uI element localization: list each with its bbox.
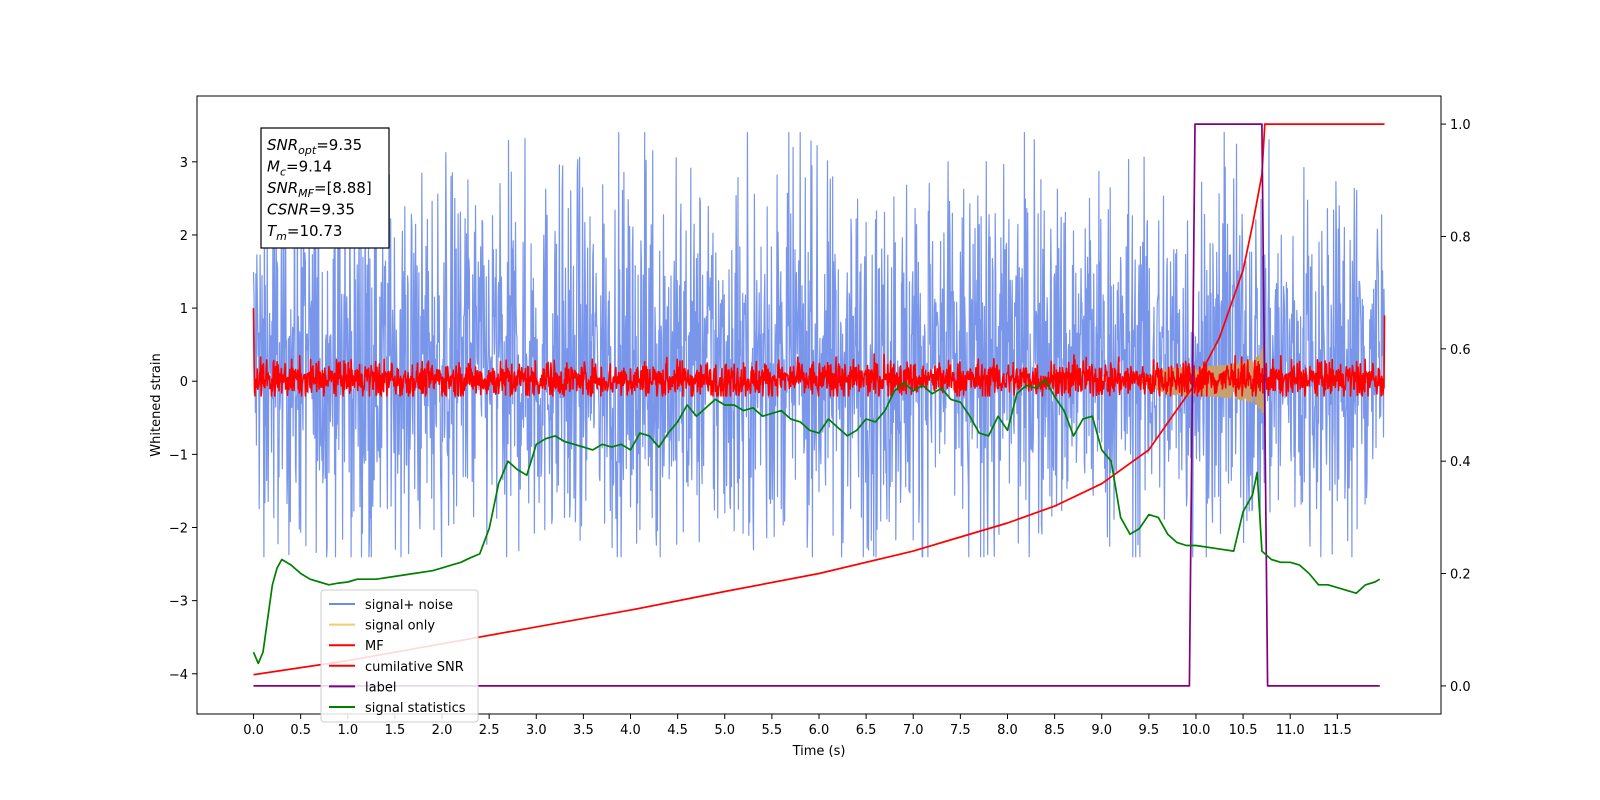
annotation-line: Tm=10.73: [267, 222, 342, 243]
x-tick-label: 2.5: [479, 723, 500, 738]
y-tick-label: 3: [180, 156, 188, 171]
y-right-tick-label: 1.0: [1450, 118, 1471, 133]
x-tick-label: 10.5: [1229, 723, 1258, 738]
x-tick-label: 0.5: [290, 723, 311, 738]
annotation-line: SNRopt=9.35: [267, 136, 362, 157]
x-tick-label: 3.0: [526, 723, 547, 738]
x-tick-label: 5.5: [762, 723, 783, 738]
x-tick-label: 9.5: [1139, 723, 1160, 738]
x-tick-label: 11.5: [1323, 723, 1352, 738]
y-tick-label: −4: [169, 668, 188, 683]
legend-label: signal+ noise: [365, 598, 453, 613]
legend-label: signal statistics: [365, 701, 466, 716]
x-tick-label: 2.0: [432, 723, 453, 738]
x-tick-label: 7.0: [903, 723, 924, 738]
x-tick-label: 3.5: [573, 723, 594, 738]
annotation-frame: [260, 127, 390, 249]
axis-ticks: 0.0 0.5 1.0 1.5 2.0 2.5 3.0 3.5 4.0 4.5 5.0 5.5 6.0 6…: [169, 118, 1471, 738]
series-line-0: [252, 132, 1386, 558]
legend-label: label: [365, 680, 396, 695]
legend-label: signal only: [365, 619, 435, 634]
x-tick-label: 0.0: [243, 723, 264, 738]
y-tick-label: −1: [169, 448, 188, 463]
y-right-tick-label: 0.8: [1450, 230, 1471, 245]
x-tick-label: 8.0: [997, 723, 1018, 738]
x-tick-label: 4.0: [620, 723, 641, 738]
series-line-5: [252, 378, 1381, 665]
y-axis-label: Whitened strain: [149, 353, 164, 456]
x-tick-label: 10.0: [1181, 723, 1210, 738]
legend: signal+ noise signal only MF cumilative SNR…: [320, 589, 479, 723]
y-tick-label: 1: [180, 302, 188, 317]
x-tick-label: 1.5: [385, 723, 406, 738]
y-right-tick-label: 0.2: [1450, 568, 1471, 583]
series-line-3: [253, 123, 1385, 676]
plot-area: [252, 123, 1386, 687]
x-axis-label: Time (s): [792, 744, 846, 759]
annotation-line: Mc=9.14: [267, 158, 332, 179]
y-tick-label: −2: [169, 522, 188, 537]
x-tick-label: 4.5: [667, 723, 688, 738]
y-tick-label: 2: [180, 229, 188, 244]
annotation-line: SNRMF=[8.88]: [267, 179, 372, 200]
y-right-tick-label: 0.6: [1450, 343, 1471, 358]
y-right-tick-label: 0.0: [1450, 680, 1471, 695]
y-tick-label: −3: [169, 595, 188, 610]
x-tick-label: 9.0: [1091, 723, 1112, 738]
legend-label: MF: [365, 639, 384, 654]
x-tick-label: 11.0: [1276, 723, 1305, 738]
legend-frame: [320, 589, 479, 723]
series-line-4: [253, 123, 1380, 687]
x-tick-label: 5.0: [714, 723, 735, 738]
legend-label: cumilative SNR: [365, 660, 464, 675]
x-tick-label: 8.5: [1044, 723, 1065, 738]
x-tick-label: 6.0: [809, 723, 830, 738]
x-tick-label: 7.5: [950, 723, 971, 738]
y-right-tick-label: 0.4: [1450, 455, 1471, 470]
annotation-line: CSNR=9.35: [267, 201, 355, 219]
y-tick-label: 0: [180, 375, 188, 390]
x-tick-label: 6.5: [856, 723, 877, 738]
x-tick-label: 1.0: [337, 723, 358, 738]
